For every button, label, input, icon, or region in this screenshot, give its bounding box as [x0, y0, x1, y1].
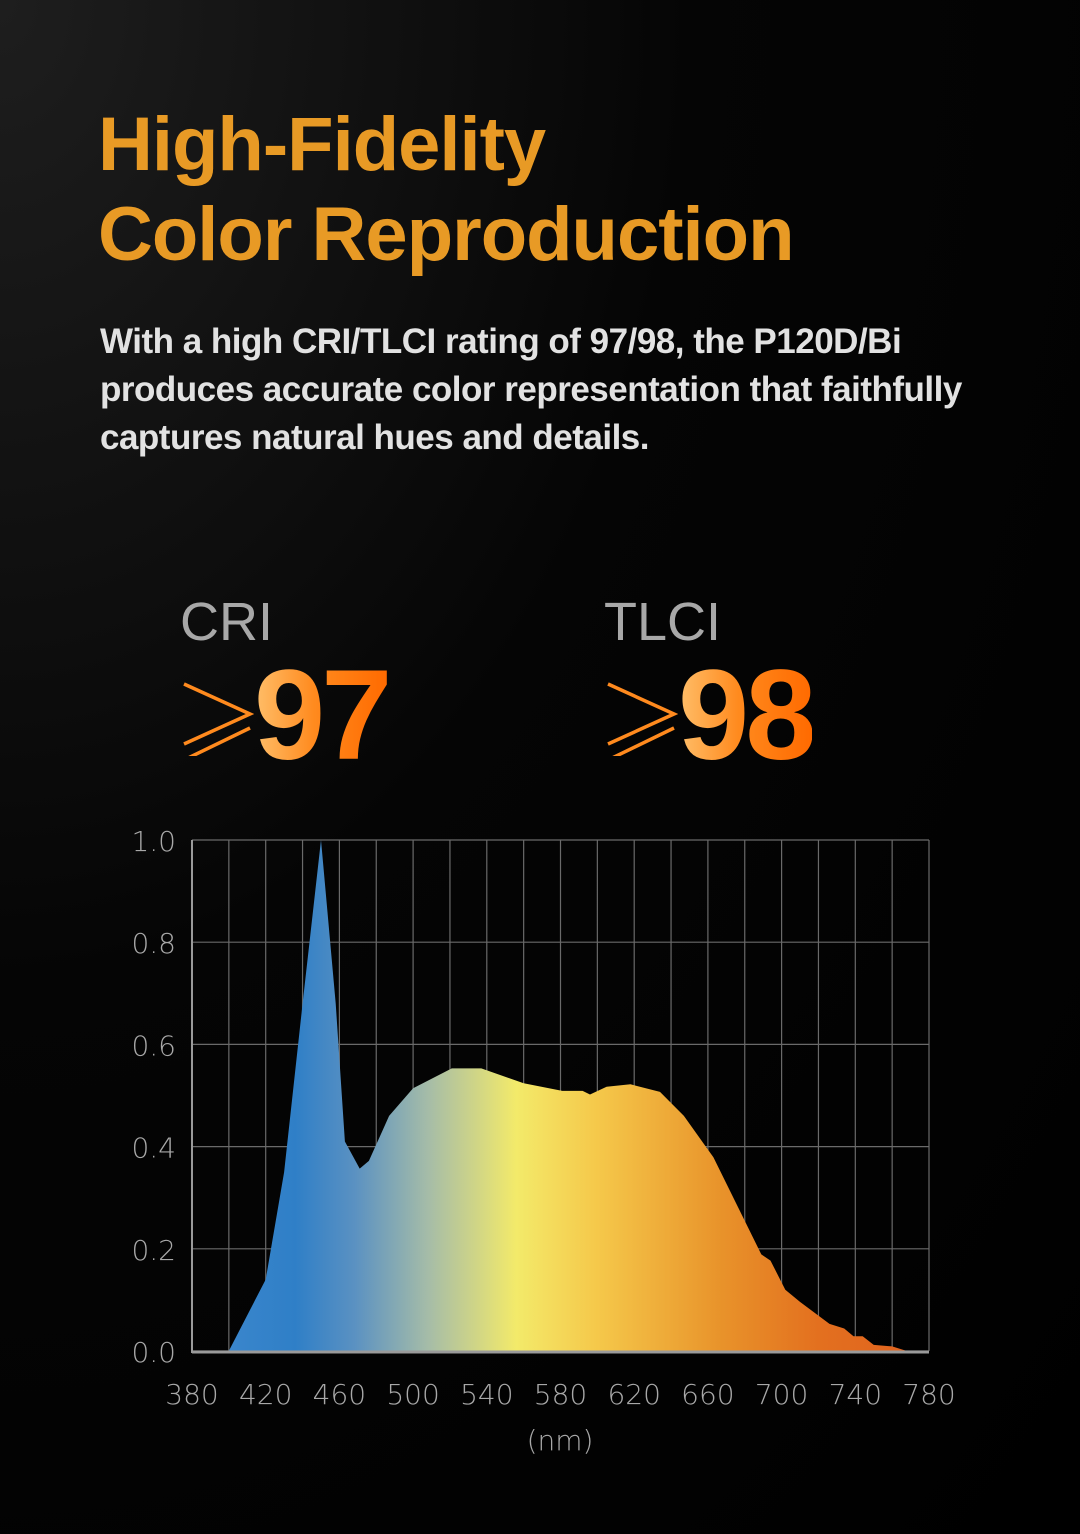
description: With a high CRI/TLCI rating of 97/98, th…: [100, 322, 962, 457]
x-axis-label: (nm): [527, 1424, 594, 1457]
x-tick-label: 460: [313, 1378, 366, 1411]
x-tick-label: 380: [165, 1378, 218, 1411]
x-tick-label: 660: [681, 1378, 734, 1411]
x-tick-label: 740: [829, 1378, 882, 1411]
greater-equal-icon: [183, 682, 254, 756]
spectrum-area: [228, 840, 907, 1351]
x-tick-label: 580: [534, 1378, 587, 1411]
tlci-metric: TLCI 98: [604, 590, 816, 787]
cri-value: 97: [254, 644, 392, 787]
greater-equal-icon: [607, 682, 678, 756]
y-tick-label: 1.0: [131, 825, 176, 858]
x-tick-label: 540: [460, 1378, 513, 1411]
tlci-label: TLCI: [604, 592, 722, 652]
y-tick-label: 0.6: [131, 1029, 176, 1062]
y-tick-label: 0.8: [131, 927, 176, 960]
x-tick-label: 420: [239, 1378, 292, 1411]
x-tick-label: 780: [902, 1378, 955, 1411]
title-line-2: Color Reproduction: [98, 192, 795, 277]
cri-label: CRI: [180, 592, 273, 652]
y-tick-label: 0.2: [131, 1234, 176, 1267]
x-tick-label: 620: [607, 1378, 660, 1411]
page-title: High-Fidelity Color Reproduction: [98, 100, 795, 280]
y-tick-label: 0.0: [131, 1336, 176, 1369]
x-tick-label: 700: [755, 1378, 808, 1411]
y-tick-label: 0.4: [131, 1132, 176, 1165]
title-line-1: High-Fidelity: [98, 102, 546, 187]
x-tick-label: 500: [386, 1378, 439, 1411]
cri-metric: CRI 97: [180, 590, 392, 787]
tlci-value: 98: [678, 644, 816, 787]
